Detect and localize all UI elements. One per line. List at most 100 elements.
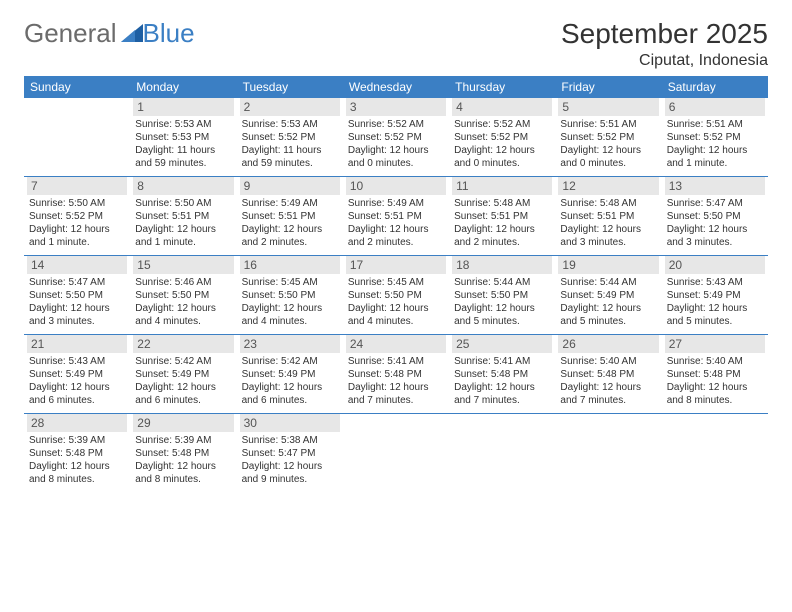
day-number: 1 — [133, 98, 233, 116]
day-cell: 6 Sunrise: 5:51 AMSunset: 5:52 PMDaylight… — [662, 98, 768, 177]
sunrise-text: Sunrise: 5:42 AM — [135, 355, 231, 368]
week-row: 14Sunrise: 5:47 AMSunset: 5:50 PMDayligh… — [24, 256, 768, 335]
sunset-text: Sunset: 5:50 PM — [242, 289, 338, 302]
sunrise-text: Sunrise: 5:51 AM — [560, 118, 656, 131]
daylight-text: Daylight: 12 hours and 4 minutes. — [348, 302, 444, 328]
day-cell: 5 Sunrise: 5:51 AMSunset: 5:52 PMDaylight… — [555, 98, 661, 177]
day-cell: 3Sunrise: 5:52 AMSunset: 5:52 PMDaylight… — [343, 98, 449, 177]
calendar-table: SundayMondayTuesdayWednesdayThursdayFrid… — [24, 76, 768, 492]
sunrise-text: Sunrise: 5:49 AM — [348, 197, 444, 210]
sunset-text: Sunset: 5:51 PM — [135, 210, 231, 223]
sunrise-text: Sunrise: 5:44 AM — [454, 276, 550, 289]
day-cell: 14Sunrise: 5:47 AMSunset: 5:50 PMDayligh… — [24, 256, 130, 335]
day-info: Sunrise: 5:50 AMSunset: 5:51 PMDaylight:… — [133, 197, 233, 249]
day-cell: 15 Sunrise: 5:46 AMSunset: 5:50 PMDayligh… — [130, 256, 236, 335]
daylight-text: Daylight: 12 hours and 4 minutes. — [242, 302, 338, 328]
daylight-text: Daylight: 12 hours and 1 minute. — [135, 223, 231, 249]
sunrise-text: Sunrise: 5:43 AM — [29, 355, 125, 368]
sunset-text: Sunset: 5:48 PM — [348, 368, 444, 381]
day-number: 15 — [133, 256, 233, 274]
day-cell: 28 Sunrise: 5:39 AMSunset: 5:48 PMDayligh… — [24, 414, 130, 493]
day-info: Sunrise: 5:45 AMSunset: 5:50 PMDaylight:… — [346, 276, 446, 328]
sunset-text: Sunset: 5:49 PM — [667, 289, 763, 302]
day-info: Sunrise: 5:42 AMSunset: 5:49 PMDaylight:… — [240, 355, 340, 407]
sunrise-text: Sunrise: 5:49 AM — [242, 197, 338, 210]
day-info: Sunrise: 5:44 AMSunset: 5:49 PMDaylight:… — [558, 276, 658, 328]
day-cell: 22Sunrise: 5:42 AMSunset: 5:49 PMDayligh… — [130, 335, 236, 414]
sunset-text: Sunset: 5:50 PM — [454, 289, 550, 302]
daylight-text: Daylight: 12 hours and 6 minutes. — [242, 381, 338, 407]
day-cell: 7Sunrise: 5:50 AMSunset: 5:52 PMDaylight… — [24, 177, 130, 256]
day-number: 28 — [27, 414, 127, 432]
day-cell: 25Sunrise: 5:41 AMSunset: 5:48 PMDayligh… — [449, 335, 555, 414]
sunset-text: Sunset: 5:50 PM — [135, 289, 231, 302]
sunrise-text: Sunrise: 5:45 AM — [242, 276, 338, 289]
day-header-friday: Friday — [555, 76, 661, 98]
daylight-text: Daylight: 12 hours and 9 minutes. — [242, 460, 338, 486]
day-info: Sunrise: 5:48 AMSunset: 5:51 PMDaylight:… — [558, 197, 658, 249]
day-info: Sunrise: 5:43 AMSunset: 5:49 PMDaylight:… — [665, 276, 765, 328]
day-cell: 1Sunrise: 5:53 AMSunset: 5:53 PMDaylight… — [130, 98, 236, 177]
day-cell: 19 Sunrise: 5:44 AMSunset: 5:49 PMDayligh… — [555, 256, 661, 335]
day-number: 12 — [558, 177, 658, 195]
daylight-text: Daylight: 12 hours and 5 minutes. — [560, 302, 656, 328]
day-info: Sunrise: 5:53 AMSunset: 5:52 PMDaylight:… — [240, 118, 340, 170]
sunset-text: Sunset: 5:51 PM — [242, 210, 338, 223]
day-number: 6 — [665, 98, 765, 116]
day-header-wednesday: Wednesday — [343, 76, 449, 98]
location: Ciputat, Indonesia — [561, 52, 768, 70]
sunset-text: Sunset: 5:51 PM — [348, 210, 444, 223]
day-number: 29 — [133, 414, 233, 432]
sunset-text: Sunset: 5:49 PM — [560, 289, 656, 302]
day-cell: 12 Sunrise: 5:48 AMSunset: 5:51 PMDayligh… — [555, 177, 661, 256]
sunset-text: Sunset: 5:49 PM — [242, 368, 338, 381]
day-cell — [449, 414, 555, 493]
daylight-text: Daylight: 12 hours and 6 minutes. — [29, 381, 125, 407]
day-cell: 10Sunrise: 5:49 AMSunset: 5:51 PMDayligh… — [343, 177, 449, 256]
day-number: 23 — [240, 335, 340, 353]
day-info: Sunrise: 5:50 AMSunset: 5:52 PMDaylight:… — [27, 197, 127, 249]
daylight-text: Daylight: 12 hours and 5 minutes. — [667, 302, 763, 328]
day-info: Sunrise: 5:51 AMSunset: 5:52 PMDaylight:… — [558, 118, 658, 170]
daylight-text: Daylight: 11 hours and 59 minutes. — [135, 144, 231, 170]
day-info: Sunrise: 5:39 AMSunset: 5:48 PMDaylight:… — [27, 434, 127, 486]
sunset-text: Sunset: 5:47 PM — [242, 447, 338, 460]
sunrise-text: Sunrise: 5:50 AM — [29, 197, 125, 210]
day-cell: 4Sunrise: 5:52 AMSunset: 5:52 PMDaylight… — [449, 98, 555, 177]
sunset-text: Sunset: 5:50 PM — [667, 210, 763, 223]
sunrise-text: Sunrise: 5:51 AM — [667, 118, 763, 131]
day-info: Sunrise: 5:42 AMSunset: 5:49 PMDaylight:… — [133, 355, 233, 407]
day-header-thursday: Thursday — [449, 76, 555, 98]
sunset-text: Sunset: 5:50 PM — [29, 289, 125, 302]
day-info: Sunrise: 5:46 AMSunset: 5:50 PMDaylight:… — [133, 276, 233, 328]
sunset-text: Sunset: 5:48 PM — [667, 368, 763, 381]
day-number: 2 — [240, 98, 340, 116]
sunrise-text: Sunrise: 5:38 AM — [242, 434, 338, 447]
daylight-text: Daylight: 12 hours and 1 minute. — [29, 223, 125, 249]
day-cell: 18Sunrise: 5:44 AMSunset: 5:50 PMDayligh… — [449, 256, 555, 335]
day-number: 21 — [27, 335, 127, 353]
sunset-text: Sunset: 5:48 PM — [454, 368, 550, 381]
sunrise-text: Sunrise: 5:53 AM — [242, 118, 338, 131]
day-number: 26 — [558, 335, 658, 353]
day-info: Sunrise: 5:51 AMSunset: 5:52 PMDaylight:… — [665, 118, 765, 170]
sunset-text: Sunset: 5:52 PM — [242, 131, 338, 144]
day-number: 14 — [27, 256, 127, 274]
day-number: 19 — [558, 256, 658, 274]
daylight-text: Daylight: 12 hours and 6 minutes. — [135, 381, 231, 407]
daylight-text: Daylight: 12 hours and 8 minutes. — [667, 381, 763, 407]
sunset-text: Sunset: 5:52 PM — [348, 131, 444, 144]
sunset-text: Sunset: 5:50 PM — [348, 289, 444, 302]
day-info: Sunrise: 5:52 AMSunset: 5:52 PMDaylight:… — [346, 118, 446, 170]
day-info: Sunrise: 5:44 AMSunset: 5:50 PMDaylight:… — [452, 276, 552, 328]
day-cell: 9Sunrise: 5:49 AMSunset: 5:51 PMDaylight… — [237, 177, 343, 256]
day-number: 5 — [558, 98, 658, 116]
month-title: September 2025 — [561, 18, 768, 50]
logo: General Blue — [24, 18, 195, 49]
sunset-text: Sunset: 5:52 PM — [454, 131, 550, 144]
day-info: Sunrise: 5:39 AMSunset: 5:48 PMDaylight:… — [133, 434, 233, 486]
day-number: 25 — [452, 335, 552, 353]
daylight-text: Daylight: 12 hours and 0 minutes. — [454, 144, 550, 170]
daylight-text: Daylight: 12 hours and 2 minutes. — [348, 223, 444, 249]
sunset-text: Sunset: 5:52 PM — [560, 131, 656, 144]
